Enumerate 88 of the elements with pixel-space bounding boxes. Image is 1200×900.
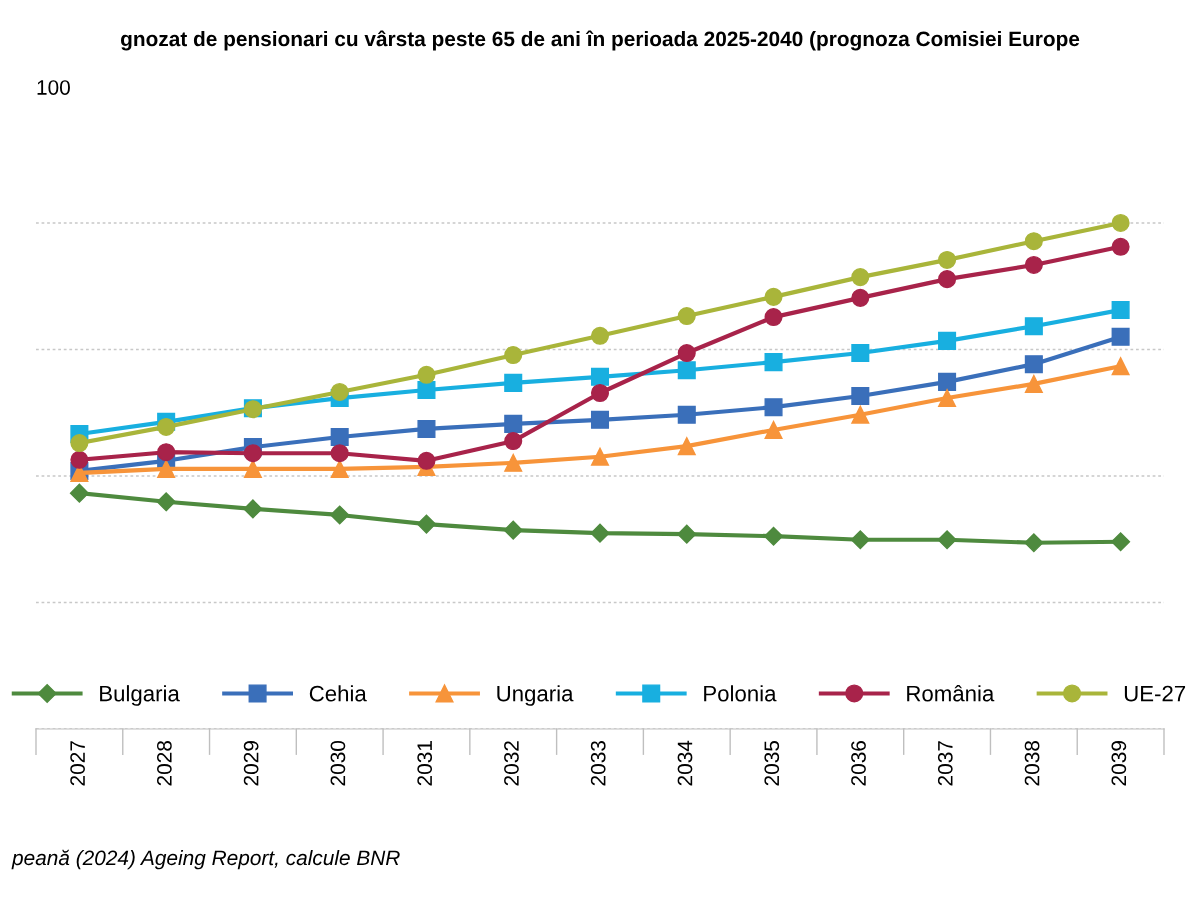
point (70, 450, 89, 469)
x-tick-label: 2032 (504, 741, 519, 786)
point (590, 447, 610, 466)
point (1111, 532, 1131, 552)
point (851, 343, 870, 363)
point (938, 372, 957, 391)
point (504, 432, 523, 451)
point (503, 520, 523, 540)
point (677, 437, 696, 456)
point (504, 346, 523, 365)
point (330, 444, 349, 463)
point (504, 373, 523, 392)
point (590, 383, 610, 403)
point (764, 353, 783, 372)
point (1024, 374, 1043, 393)
point (850, 530, 870, 550)
point (590, 523, 610, 543)
point (157, 443, 176, 462)
point (1111, 300, 1130, 320)
point (764, 287, 783, 306)
point (1111, 237, 1130, 256)
point (156, 492, 176, 512)
legend-label: Polonia (704, 685, 777, 702)
point (70, 434, 89, 453)
x-tick-label: 2037 (937, 741, 953, 786)
x-tick-label: 2028 (156, 741, 172, 786)
point (1111, 213, 1130, 233)
point (417, 380, 436, 399)
point (1024, 355, 1043, 374)
legend-label: Bulgaria (100, 685, 180, 706)
point (157, 459, 176, 478)
point (1024, 533, 1044, 553)
point (417, 365, 436, 384)
point (851, 405, 870, 424)
point (504, 414, 523, 433)
x-tick-label: 2033 (590, 741, 606, 786)
point (243, 499, 263, 519)
x-tick-label: 2031 (417, 741, 433, 786)
point (764, 308, 783, 327)
x-tick-label: 2029 (243, 741, 259, 786)
point (851, 387, 870, 406)
text: 100 (37, 80, 70, 95)
x-tick-label: 2036 (851, 741, 866, 786)
point (243, 444, 262, 463)
point (1024, 317, 1043, 336)
legend-label: Cehia (309, 685, 367, 702)
chart-title: gnozat de pensionari cu vârsta peste 65 de ani în perioada 2025-2040 (prognoza Comisiei Europe (121, 30, 1080, 51)
x-tick-label: 2027 (70, 741, 85, 786)
legend-label: România (907, 685, 995, 702)
point (1024, 255, 1043, 275)
point (1111, 357, 1130, 376)
point (417, 419, 436, 438)
point (417, 451, 436, 470)
point (1111, 327, 1130, 346)
point (677, 343, 696, 363)
point (677, 524, 697, 544)
point (764, 526, 784, 546)
point (416, 514, 436, 534)
x-tick-label: 2035 (764, 740, 780, 786)
x-tick-label: 2030 (330, 740, 346, 786)
legend-label: UE-27 (1124, 685, 1186, 702)
x-tick-label: 2038 (1024, 741, 1040, 786)
point (677, 307, 696, 326)
point (938, 250, 957, 269)
point (590, 367, 610, 386)
legend-label: Ungaria (497, 685, 574, 706)
point (938, 389, 957, 408)
text: peană (2024) Ageing Report, calcule BNR (11, 849, 400, 870)
point (677, 405, 696, 424)
point (590, 326, 610, 345)
point (330, 427, 349, 447)
point (677, 361, 696, 380)
point (937, 530, 957, 550)
point (504, 453, 523, 472)
x-tick-label: 2034 (677, 740, 693, 786)
point (764, 420, 783, 439)
point (764, 398, 783, 417)
point (330, 505, 350, 525)
point (851, 268, 870, 287)
point (938, 270, 957, 289)
point (590, 410, 610, 429)
point (938, 331, 957, 350)
x-tick-label: 2039 (1111, 741, 1127, 786)
point (69, 483, 89, 503)
point (157, 417, 176, 436)
point (851, 288, 870, 307)
point (1024, 232, 1043, 251)
point (330, 382, 349, 402)
